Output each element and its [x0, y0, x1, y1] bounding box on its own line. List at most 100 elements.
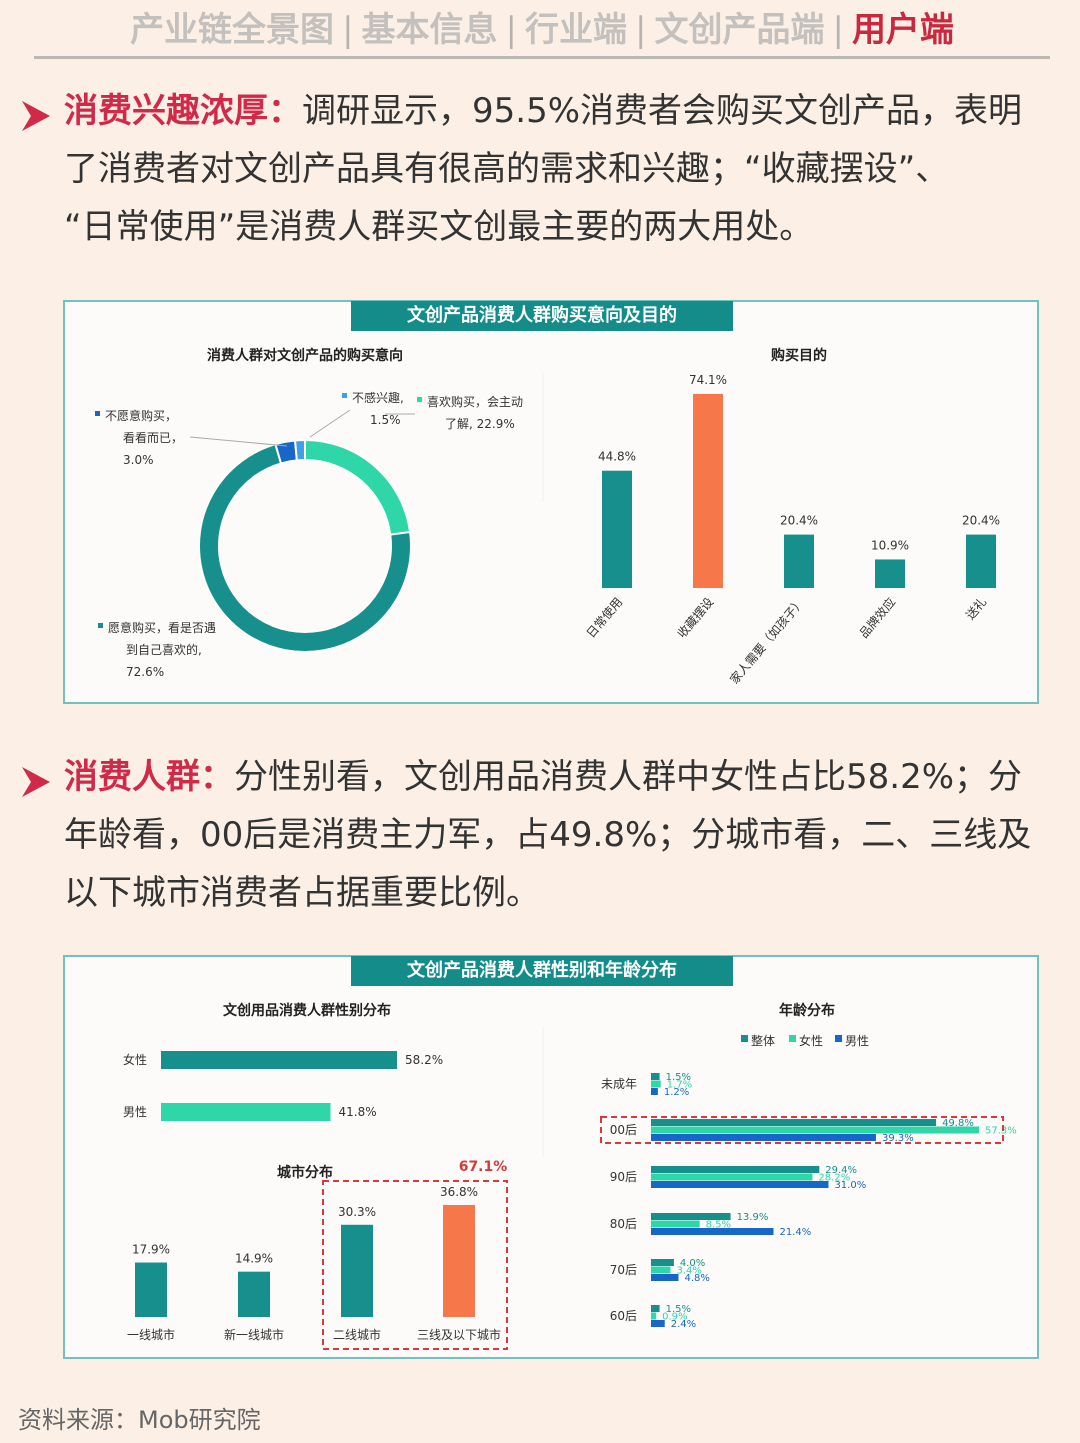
age-value-label: 1.2%: [664, 1087, 689, 1098]
age-bar: [651, 1080, 661, 1088]
section2-line2: 年龄看，00后是消费主力军，占49.8%；分城市看，二、三线及: [64, 815, 1032, 855]
age-value-label: 1.5%: [666, 1304, 691, 1315]
age-legend-label: 女性: [799, 1033, 823, 1048]
donut-slice: [304, 438, 412, 536]
donut-label: 看看而已，: [123, 431, 183, 445]
age-value-label: 4.8%: [684, 1273, 709, 1284]
legend-dot: [417, 397, 422, 402]
age-category-label: 80后: [610, 1217, 637, 1231]
purpose-category-label: 家人需要（如孩子）: [726, 594, 807, 686]
city-value-label: 14.9%: [235, 1252, 273, 1266]
section2-line1: 消费人群：分性别看，文创用品消费人群中女性占比58.2%；分: [64, 757, 1023, 797]
top-nav: 产业链全景图 | 基本信息 | 行业端 | 文创产品端 | 用户端: [34, 6, 1050, 59]
age-value-label: 57.3%: [985, 1126, 1017, 1137]
age-value-label: 21.4%: [779, 1227, 811, 1238]
gender-title: 文创用品消费人群性别分布: [223, 1002, 391, 1019]
city-category-label: 一线城市: [127, 1327, 175, 1342]
section1-highlight: 消费兴趣浓厚：: [64, 91, 302, 131]
city-highlight-box: [322, 1180, 508, 1350]
source-note: 资料来源：Mob研究院: [18, 1406, 261, 1434]
gender-value-label: 41.8%: [338, 1105, 376, 1119]
age-legend-label: 男性: [845, 1034, 869, 1048]
triangle-arrow-icon: [22, 101, 50, 131]
age-bar: [651, 1073, 660, 1080]
city-bar: [135, 1262, 167, 1317]
section1-line2: 了消费者对文创产品具有很高的需求和兴趣；“收藏摆设”、: [64, 149, 950, 189]
purpose-bar: [966, 534, 996, 588]
purpose-value-label: 20.4%: [962, 514, 1000, 528]
purpose-category-label: 收藏摆设: [675, 595, 717, 641]
city-bar: [238, 1271, 270, 1317]
city-category-label: 新一线城市: [224, 1327, 284, 1342]
gender-value-label: 58.2%: [405, 1053, 443, 1067]
city-bar: [341, 1224, 373, 1317]
purpose-category-label: 日常使用: [583, 594, 625, 640]
panel-demographics: 文创产品消费人群性别和年龄分布 文创用品消费人群性别分布 城市分布 67.1% …: [63, 955, 1039, 1359]
city-bar: [443, 1205, 475, 1317]
age-bar: [651, 1220, 700, 1228]
age-value-label: 28.2%: [818, 1173, 850, 1184]
purpose-value-label: 44.8%: [598, 450, 636, 464]
purpose-category-label: 送礼: [962, 594, 989, 622]
age-bar: [651, 1259, 674, 1266]
age-legend-swatch: [835, 1035, 842, 1042]
purpose-value-label: 20.4%: [780, 514, 818, 528]
age-bar: [651, 1126, 979, 1134]
age-bar: [651, 1274, 679, 1281]
age-value-label: 1.5%: [666, 1072, 691, 1083]
age-bar: [651, 1320, 665, 1327]
age-value-label: 0.9%: [662, 1312, 687, 1323]
purpose-bar: [875, 559, 905, 588]
city-category-label: 二线城市: [333, 1327, 381, 1342]
purpose-value-label: 74.1%: [689, 373, 727, 387]
city-title: 城市分布: [277, 1164, 333, 1181]
donut-label: 喜欢购买，会主动: [427, 394, 523, 409]
age-category-label: 60后: [610, 1309, 637, 1323]
age-value-label: 8.5%: [706, 1220, 731, 1231]
city-category-label: 三线及以下城市: [417, 1327, 501, 1342]
section2-paragraph: 消费人群：分性别看，文创用品消费人群中女性占比58.2%；分 年龄看，00后是消…: [20, 748, 1050, 922]
age-bar: [651, 1213, 731, 1220]
donut-slice: [293, 438, 306, 462]
age-value-label: 39.3%: [882, 1133, 914, 1144]
age-value-label: 3.4%: [676, 1266, 701, 1277]
age-value-label: 2.4%: [671, 1319, 696, 1330]
gender-category-label: 男性: [123, 1105, 147, 1119]
age-value-label: 4.0%: [680, 1258, 705, 1269]
age-legend-swatch: [789, 1035, 796, 1042]
age-category-label: 00后: [610, 1123, 637, 1137]
nav-separator: |: [635, 10, 647, 50]
age-title: 年龄分布: [779, 1002, 835, 1019]
age-bar: [651, 1166, 820, 1173]
city-highlight-label: 67.1%: [459, 1159, 508, 1175]
age-bar: [651, 1181, 829, 1188]
age-value-label: 29.4%: [825, 1165, 857, 1176]
bar-title: 购买目的: [771, 347, 827, 364]
donut-label: 了解, 22.9%: [445, 417, 515, 431]
nav-item-user[interactable]: 用户端: [851, 10, 954, 50]
nav-item-basic[interactable]: 基本信息: [361, 10, 498, 50]
age-bar: [651, 1173, 813, 1181]
leader-line: [309, 409, 351, 438]
panel1-title: 文创产品消费人群购买意向及目的: [351, 301, 733, 331]
age-bar: [651, 1228, 774, 1235]
gender-category-label: 女性: [123, 1052, 147, 1067]
panel2-title: 文创产品消费人群性别和年龄分布: [351, 956, 733, 986]
nav-item-chain[interactable]: 产业链全景图: [130, 10, 335, 50]
section2-line3: 以下城市消费者占据重要比例。: [64, 873, 540, 913]
age-value-label: 1.7%: [667, 1080, 692, 1091]
purpose-value-label: 10.9%: [871, 538, 909, 552]
city-value-label: 36.8%: [440, 1185, 478, 1199]
nav-separator: |: [342, 10, 354, 50]
section1-paragraph: 消费兴趣浓厚：调研显示，95.5%消费者会购买文创产品，表明 了消费者对文创产品…: [20, 82, 1050, 256]
age-bar: [651, 1088, 658, 1095]
donut-label: 到自己喜欢的,: [126, 642, 202, 657]
donut-slice: [198, 442, 412, 653]
city-value-label: 17.9%: [132, 1243, 170, 1257]
age-legend-label: 整体: [751, 1033, 775, 1048]
age-bar: [651, 1266, 671, 1274]
city-value-label: 30.3%: [338, 1205, 376, 1219]
nav-item-industry[interactable]: 行业端: [525, 10, 627, 50]
nav-item-product[interactable]: 文创产品端: [654, 10, 825, 50]
leader-line: [189, 436, 288, 447]
